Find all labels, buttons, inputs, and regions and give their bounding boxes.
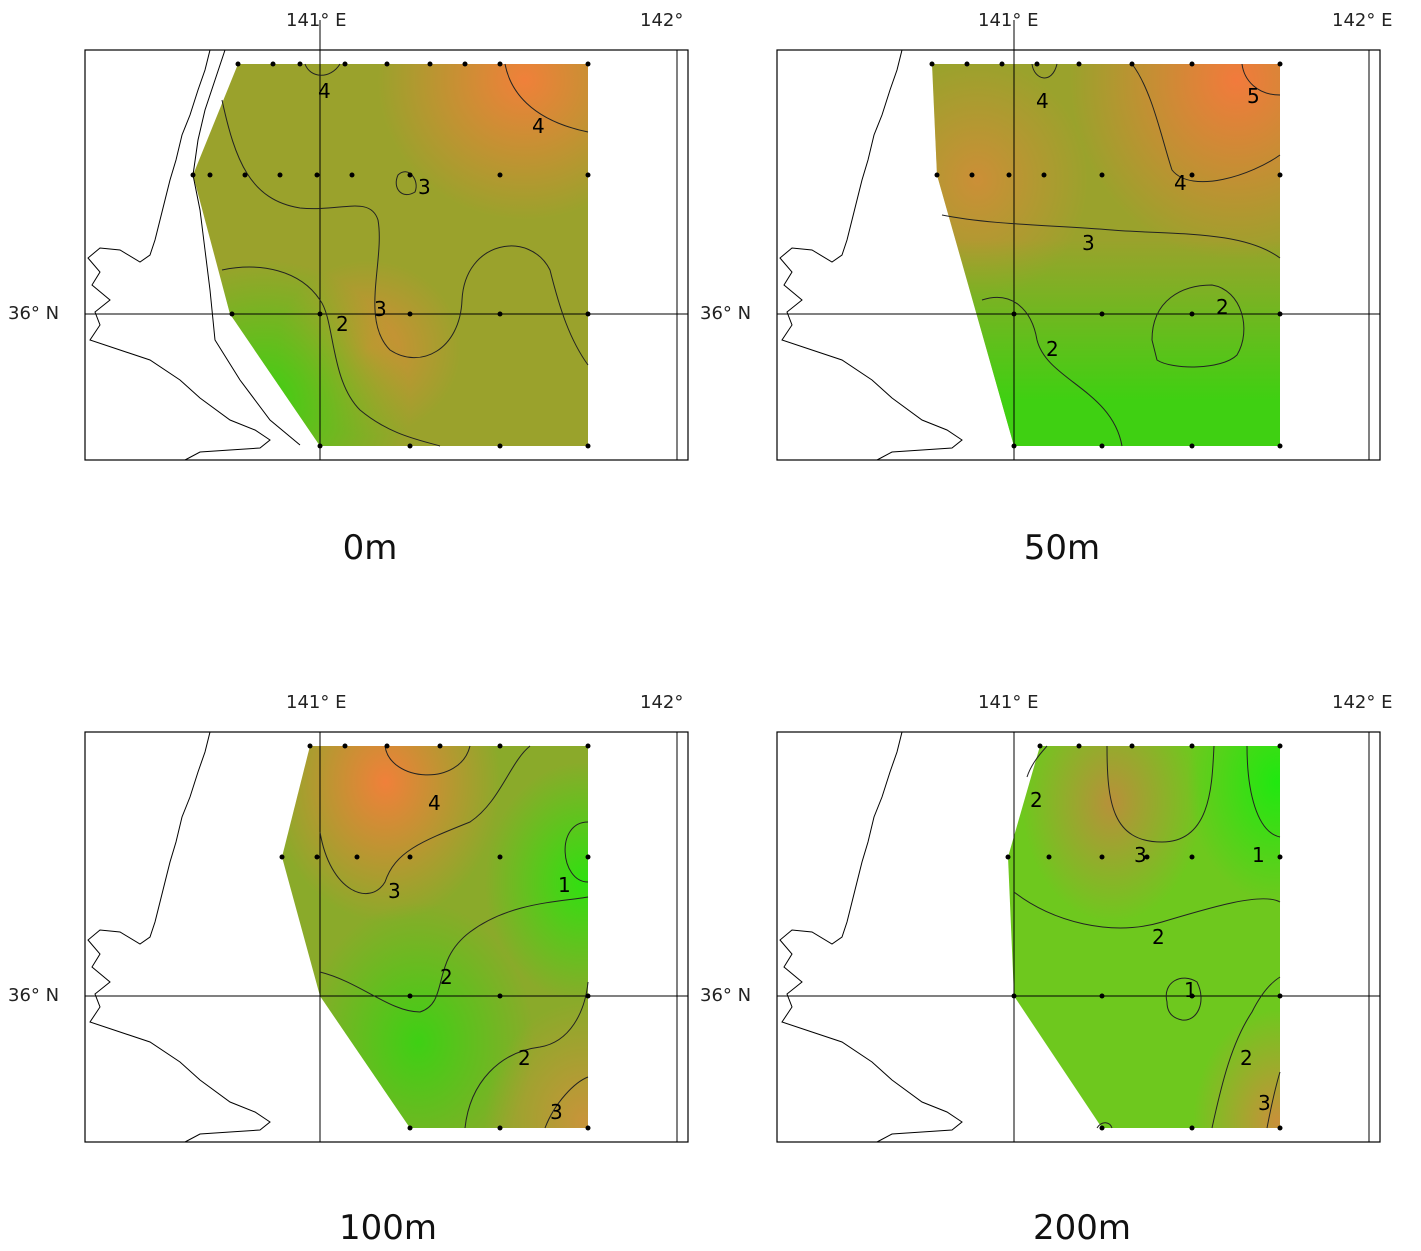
contour-label-1b: 1 [1184,978,1197,1002]
lon-label-141: 141° E [978,10,1039,31]
map-panel-200m: 141° E 142° E 36° N [692,682,1421,1251]
lat-label-36: 36° N [700,985,752,1006]
contour-label-3b: 3 [550,1100,563,1124]
contour-label-4b: 4 [532,114,545,138]
map-0m: 4 4 3 3 2 [84,20,689,461]
station-dots [279,743,591,1131]
lon-label-142: 142° [640,10,684,31]
lat-label-36: 36° N [700,303,752,324]
lat-label-36: 36° N [8,303,60,324]
contour-label-2a: 2 [440,965,453,989]
map-panel-50m: 141° E 142° E 36° N 4 5 [692,0,1421,600]
contour-label-2b: 2 [1046,337,1059,361]
lat-label-36: 36° N [8,985,60,1006]
contour-label-3b: 3 [1258,1091,1271,1115]
lon-label-142: 142° E [1332,692,1393,713]
station-dots [1005,743,1283,1131]
contour-label-4a: 4 [318,79,331,103]
map-panel-0m: 141° E 142° 36° N 4 [0,0,700,600]
contour-label-5: 5 [1247,84,1260,108]
lon-label-141: 141° E [286,10,347,31]
station-dots [190,61,591,449]
contour-label-1a: 1 [1252,843,1265,867]
station-dots [929,61,1283,449]
contour-label-2a: 2 [1030,788,1043,812]
depth-caption-200m: 200m [1032,1208,1131,1248]
contour-label-3b: 3 [374,297,387,321]
contour-label-2b: 2 [1152,925,1165,949]
depth-caption-50m: 50m [1023,528,1101,568]
map-50m: 4 5 4 3 2 2 [776,20,1381,461]
contour-label-1: 1 [558,873,571,897]
contour-label-4: 4 [428,791,441,815]
lon-label-141: 141° E [978,692,1039,713]
depth-caption-100m: 100m [338,1208,437,1248]
depth-caption-0m: 0m [342,528,398,568]
contour-label-2a: 2 [336,312,349,336]
contour-label-3a: 3 [1134,843,1147,867]
contour-label-2c: 2 [1240,1046,1253,1070]
contour-label-3a: 3 [388,879,401,903]
contour-label-3a: 3 [418,175,431,199]
lon-label-142: 142° [640,692,684,713]
map-panel-100m: 141° E 142° 36° N [0,682,700,1251]
contour-label-3: 3 [1082,231,1095,255]
lon-label-141: 141° E [286,692,347,713]
contour-label-4b: 4 [1174,171,1187,195]
contour-label-4a: 4 [1036,89,1049,113]
contour-label-2b: 2 [518,1046,531,1070]
map-200m: 2 3 1 2 1 2 3 [776,731,1381,1143]
lon-label-142: 142° E [1332,10,1393,31]
contour-label-2a: 2 [1216,295,1229,319]
map-100m: 4 3 1 2 2 3 [84,731,689,1143]
